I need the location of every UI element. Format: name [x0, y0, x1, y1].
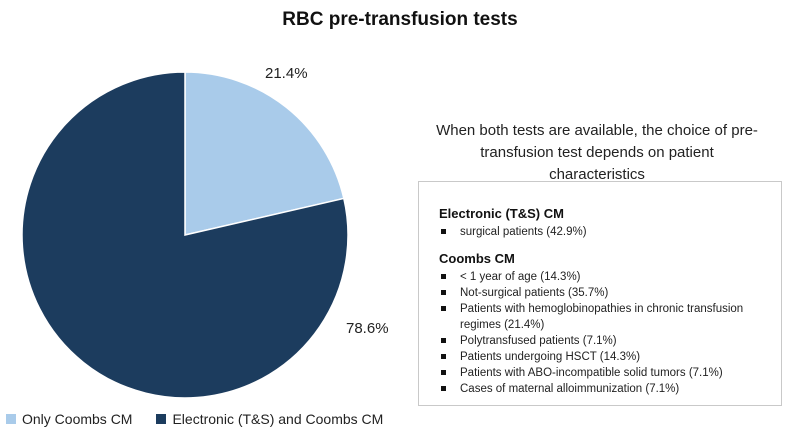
- coombs-heading: Coombs CM: [439, 251, 515, 266]
- legend-swatch-light: [6, 414, 16, 424]
- list-item: surgical patients (42.9%): [439, 224, 771, 240]
- slice-label-electronic-and-coombs: 78.6%: [346, 320, 389, 337]
- legend-label: Electronic (T&S) and Coombs CM: [172, 411, 384, 427]
- annotation-text: When both tests are available, the choic…: [436, 122, 758, 183]
- electronic-list: surgical patients (42.9%): [439, 224, 771, 240]
- criteria-box: Electronic (T&S) CM surgical patients (4…: [418, 181, 782, 406]
- legend-label: Only Coombs CM: [22, 411, 133, 427]
- chart-title: RBC pre-transfusion tests: [282, 9, 518, 30]
- chart-legend: Only Coombs CM Electronic (T&S) and Coom…: [6, 411, 407, 427]
- coombs-list: < 1 year of age (14.3%) Not-surgical pat…: [439, 269, 771, 397]
- list-item: Cases of maternal alloimmunization (7.1%…: [439, 381, 771, 397]
- list-item: Not-surgical patients (35.7%): [439, 285, 771, 301]
- legend-item-only-coombs: Only Coombs CM: [6, 411, 132, 427]
- slice-label-only-coombs: 21.4%: [265, 65, 308, 82]
- list-item: Patients with ABO-incompatible solid tum…: [439, 365, 771, 381]
- pie-chart: [21, 71, 349, 399]
- list-item: Patients with hemoglobinopathies in chro…: [439, 301, 771, 333]
- legend-swatch-dark: [156, 414, 167, 424]
- legend-item-electronic-and-coombs: Electronic (T&S) and Coombs CM: [156, 411, 383, 427]
- list-item: < 1 year of age (14.3%): [439, 269, 771, 285]
- pie-slice-only-coombs: [184, 71, 345, 236]
- list-item: Polytransfused patients (7.1%): [439, 333, 771, 349]
- list-item: Patients undergoing HSCT (14.3%): [439, 349, 771, 365]
- pie-slice-electronic-and-coombs: [21, 71, 349, 399]
- electronic-heading: Electronic (T&S) CM: [439, 206, 564, 221]
